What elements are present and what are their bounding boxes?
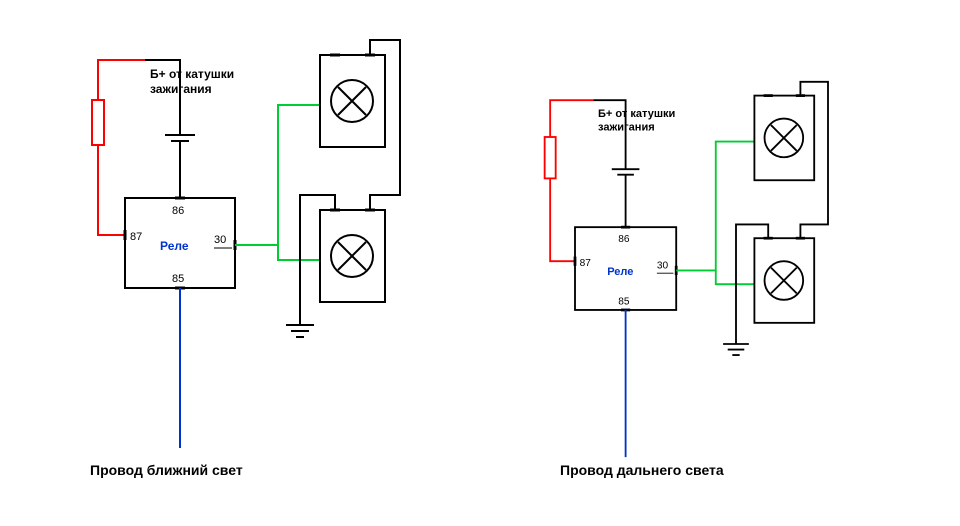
lamp-lower-right: [754, 238, 814, 323]
ground-top-left: [165, 135, 195, 198]
source-label-right-2: зажигания: [598, 122, 655, 134]
wiring-diagram: Б+ от катушки зажигания 86 87 30 85 Реле: [0, 0, 960, 526]
pin-30-right: 30: [657, 261, 669, 272]
source-label-left-2: зажигания: [150, 82, 212, 96]
pin-87-left: 87: [130, 231, 142, 243]
pin-85-right: 85: [618, 296, 630, 307]
source-label-left-1: Б+ от катушки: [150, 67, 234, 81]
ground-top-right: [612, 169, 640, 227]
pin-30-left: 30: [214, 234, 226, 246]
lamp-upper-right: [754, 96, 814, 181]
right-circuit: Б+ от катушки зажигания 86 87 30 85 Реле: [545, 82, 828, 457]
lamp-upper-left: [320, 55, 385, 147]
pin-87-right: 87: [580, 258, 592, 269]
ground-bottom-right: [723, 344, 749, 355]
pin-85-left: 85: [172, 273, 184, 285]
fuse-left: [92, 100, 104, 145]
caption-left: Провод ближний свет: [90, 462, 243, 478]
relay-label-right: Реле: [607, 266, 633, 278]
pin-86-left: 86: [172, 205, 184, 217]
caption-right: Провод дальнего света: [560, 462, 724, 478]
relay-label-left: Реле: [160, 239, 189, 253]
fuse-right: [545, 137, 556, 178]
source-label-right-1: Б+ от катушки: [598, 108, 676, 120]
pin-86-right: 86: [618, 234, 630, 245]
left-circuit: Б+ от катушки зажигания 86 87 30 85 Реле: [90, 40, 400, 478]
ground-bottom-left: [286, 325, 314, 337]
lamp-lower-left: [320, 210, 385, 302]
